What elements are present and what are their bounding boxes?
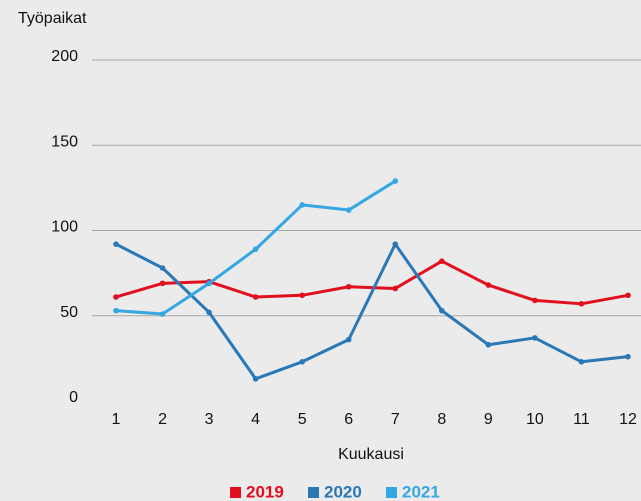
series-line xyxy=(115,259,629,306)
data-point xyxy=(113,294,119,300)
data-point xyxy=(485,282,492,288)
data-point xyxy=(252,294,259,300)
legend-label: 2021 xyxy=(402,482,440,501)
data-point xyxy=(532,335,538,341)
legend-swatch xyxy=(230,487,241,498)
data-point xyxy=(625,353,631,360)
data-point xyxy=(206,309,212,316)
y-tick-label: 0 xyxy=(69,389,78,406)
x-tick-label: 10 xyxy=(526,411,544,428)
y-tick-label: 200 xyxy=(51,48,78,65)
y-tick-label: 150 xyxy=(51,133,78,150)
legend-label: 2019 xyxy=(246,482,284,501)
data-point xyxy=(252,376,259,382)
data-point xyxy=(345,207,352,213)
data-point xyxy=(392,178,399,184)
x-axis-label: Kuukausi xyxy=(338,446,404,463)
data-point xyxy=(392,285,399,292)
data-point xyxy=(113,307,119,314)
data-point xyxy=(113,241,119,247)
data-point xyxy=(252,246,259,253)
x-tick-label: 2 xyxy=(158,411,167,428)
data-point xyxy=(299,202,305,208)
legend-label: 2020 xyxy=(324,482,362,501)
x-tick-label: 11 xyxy=(573,411,590,428)
data-point xyxy=(578,301,585,307)
data-point xyxy=(532,297,538,304)
x-tick-label: 12 xyxy=(619,411,637,428)
x-tick-label: 3 xyxy=(205,411,214,428)
x-tick-label: 4 xyxy=(251,411,260,428)
x-tick-label: 7 xyxy=(391,411,400,428)
y-tick-label: 100 xyxy=(51,219,78,236)
y-tick-label: 50 xyxy=(60,304,78,321)
data-point xyxy=(299,358,305,365)
series-line xyxy=(115,242,629,381)
data-point xyxy=(625,292,631,299)
data-point xyxy=(206,280,212,287)
x-tick-label: 9 xyxy=(484,411,493,428)
x-tick-label: 8 xyxy=(437,411,446,428)
data-point xyxy=(392,241,399,247)
x-tick-label: 1 xyxy=(112,411,121,428)
x-tick-label: 6 xyxy=(344,411,353,428)
y-axis-label: Työpaikat xyxy=(18,10,87,27)
data-point xyxy=(159,311,166,317)
data-point xyxy=(159,280,166,287)
data-point xyxy=(439,258,445,264)
data-point xyxy=(345,283,352,290)
legend-swatch xyxy=(386,487,397,498)
legend-swatch xyxy=(308,487,319,498)
data-point xyxy=(345,336,352,343)
data-point xyxy=(299,292,305,299)
data-point xyxy=(485,341,492,348)
data-point xyxy=(578,358,585,365)
data-point xyxy=(159,265,166,271)
data-point xyxy=(439,307,445,314)
x-tick-label: 5 xyxy=(298,411,307,428)
